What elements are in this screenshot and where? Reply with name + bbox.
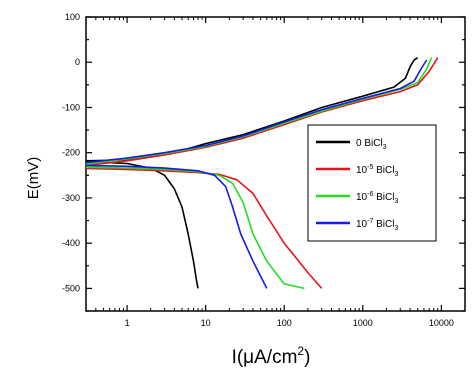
x-tick-label: 10000	[429, 318, 454, 328]
series-layer	[85, 57, 439, 290]
x-tick-label: 1000	[353, 318, 373, 328]
y-tick-label: -300	[62, 193, 80, 203]
x-axis-label-sup: 2	[297, 344, 304, 358]
x-tick-label: 10	[201, 318, 211, 328]
series-1-anodic-line	[85, 57, 439, 167]
x-axis-label-close: )	[304, 347, 310, 368]
y-axis-ticks: 100 0 -100 -200 -300 -400 -500	[62, 12, 465, 312]
series-3-anodic-line	[85, 59, 428, 164]
y-tick-label: -500	[62, 283, 80, 293]
x-tick-label: 100	[277, 318, 292, 328]
y-tick-label: -400	[62, 238, 80, 248]
series-0-cathodic-line	[85, 160, 199, 289]
y-tick-label: -100	[62, 102, 80, 112]
legend-label-0: 0 BiCl3	[356, 138, 387, 151]
series-3-cathodic-line	[85, 164, 268, 289]
legend: 0 BiCl3 10-5 BiCl3 10-6 BiCl3 10-7 BiCl3	[307, 124, 437, 242]
series-1-cathodic-line	[85, 167, 323, 289]
y-tick-label: 100	[65, 12, 80, 22]
x-axis-label: I(μA/cm2)	[232, 344, 311, 368]
x-axis-ticks: 1 10 100 1000 10000	[85, 17, 466, 328]
y-tick-label: 0	[75, 57, 80, 67]
legend-label-3: 10-7 BiCl3	[356, 218, 398, 232]
y-tick-label: -200	[62, 148, 80, 158]
y-axis-label: E(mV)	[25, 157, 42, 200]
x-tick-label: 1	[125, 318, 130, 328]
legend-label-1: 10-5 BiCl3	[356, 164, 398, 178]
series-2-anodic-line	[85, 57, 433, 165]
series-2-cathodic-line	[85, 166, 305, 290]
x-axis-label-main: I(μA/cm	[232, 347, 298, 368]
legend-box	[307, 124, 437, 242]
legend-label-2: 10-6 BiCl3	[356, 191, 398, 205]
